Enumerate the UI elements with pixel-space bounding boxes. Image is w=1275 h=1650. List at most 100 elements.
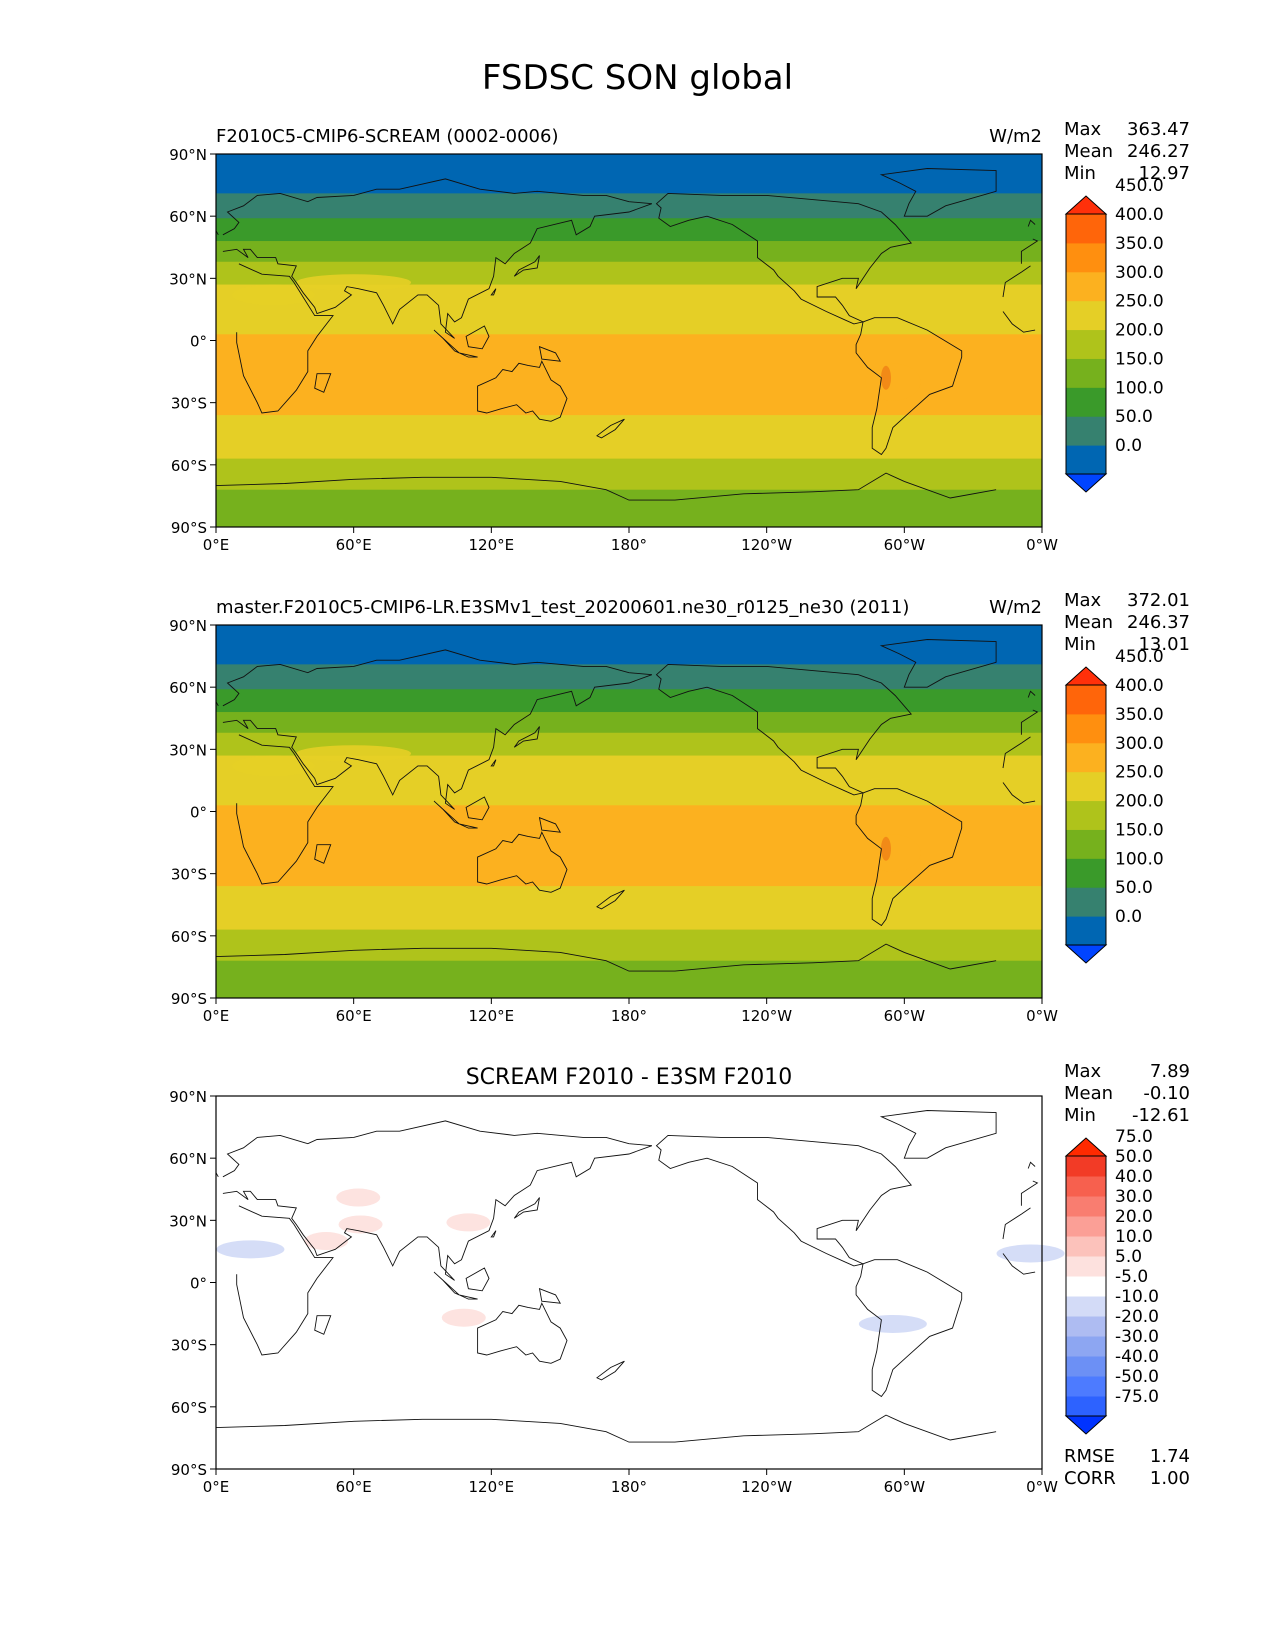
island-coastline — [490, 288, 497, 296]
coastline — [1002, 311, 1036, 333]
colorbar-tick-label: 250.0 — [1115, 292, 1164, 312]
lon-tick-label: 120°W — [741, 536, 792, 554]
map-panel-2: 90°N 60°N 30°N 0° 30°S 60°S 90°S0°E 60°E 120°E 18… — [169, 590, 1190, 1025]
colorbar-extend-low — [1064, 473, 1108, 493]
colorbar-tick-label: 300.0 — [1115, 263, 1164, 283]
colorbar-segment — [1066, 445, 1106, 475]
colorbar-segment — [1066, 916, 1106, 946]
lon-tick-label: 60°W — [884, 1007, 926, 1025]
island-coastline — [433, 329, 460, 354]
zonal-band — [216, 489, 1042, 528]
colorbar-extend-high — [1064, 195, 1108, 215]
stat-label: Max — [1064, 119, 1102, 140]
zonal-band — [216, 218, 1042, 242]
lat-tick-label: 30°N — [169, 1212, 207, 1230]
coastline — [1020, 1180, 1039, 1206]
island-coastline — [490, 1230, 497, 1238]
colorbar-segment — [1066, 1276, 1106, 1297]
zonal-band — [216, 886, 1042, 931]
island-coastline — [465, 796, 490, 821]
island-coastline — [314, 1315, 332, 1335]
lon-tick-label: 180° — [611, 1007, 647, 1025]
anomaly-patch — [858, 1314, 927, 1333]
map-panel-1: 90°N 60°N 30°N 0° 30°S 60°S 90°S0°E 60°E 120°E 18… — [169, 119, 1190, 554]
colorbar-tick-label: 0.0 — [1115, 907, 1142, 927]
coastline — [1002, 1253, 1036, 1275]
stat-value: 13.01 — [1138, 634, 1190, 655]
lon-tick-label: 120°E — [469, 1007, 515, 1025]
colorbar-tick-label: -10.0 — [1115, 1287, 1159, 1307]
colorbar-tick-label: 50.0 — [1115, 878, 1153, 898]
zonal-band — [216, 689, 1042, 713]
zonal-band — [216, 664, 1042, 690]
colorbar-tick-label: 400.0 — [1115, 676, 1164, 696]
lon-tick-label: 0°W — [1026, 536, 1058, 554]
coastline — [879, 1110, 997, 1159]
panel-units: W/m2 — [989, 597, 1042, 618]
coastline — [879, 639, 997, 688]
panel-title: master.F2010C5-CMIP6-LR.E3SMv1_test_2020… — [216, 597, 909, 618]
lat-tick-label: 0° — [190, 333, 207, 351]
lon-tick-label: 0°W — [1026, 1007, 1058, 1025]
anomaly-patch — [441, 1308, 486, 1327]
island-coastline — [433, 1271, 460, 1296]
panel-title: SCREAM F2010 - E3SM F2010 — [466, 1065, 793, 1090]
colorbar-tick-label: -40.0 — [1115, 1347, 1159, 1367]
lat-tick-label: 60°S — [171, 1399, 207, 1417]
colorbar-tick-label: 450.0 — [1115, 176, 1164, 196]
field-patch — [232, 755, 315, 777]
zonal-band — [216, 712, 1042, 734]
colorbar-extend-low — [1064, 1415, 1108, 1435]
colorbar-segment — [1066, 713, 1106, 744]
lon-tick-label: 60°E — [336, 1007, 372, 1025]
island-coastline — [513, 1197, 540, 1219]
colorbar-segment — [1066, 358, 1106, 388]
colorbar-segment — [1066, 1256, 1106, 1277]
colorbar-segment — [1066, 800, 1106, 830]
lat-tick-label: 60°N — [169, 679, 207, 697]
coastline — [1002, 265, 1031, 298]
rmse-label: RMSE — [1064, 1446, 1115, 1467]
stat-label: Mean — [1064, 141, 1113, 162]
colorbar-segment — [1066, 1396, 1106, 1417]
coastline — [1020, 709, 1039, 735]
colorbar-segment — [1066, 1316, 1106, 1337]
colorbar-tick-label: 150.0 — [1115, 349, 1164, 369]
colorbar-extend-high — [1064, 1137, 1108, 1157]
colorbar-segment — [1066, 1236, 1106, 1257]
anomaly-patch — [216, 1240, 285, 1259]
zonal-band — [216, 625, 1042, 665]
coastline — [222, 1120, 653, 1281]
island-coastline — [433, 800, 460, 825]
coastline — [855, 317, 963, 456]
lat-tick-label: 30°N — [169, 741, 207, 759]
colorbar-segment — [1066, 1336, 1106, 1357]
island-coastline — [314, 373, 332, 393]
colorbar-segment — [1066, 742, 1106, 773]
island-coastline — [513, 255, 540, 277]
colorbar-tick-label: 350.0 — [1115, 234, 1164, 254]
lon-tick-label: 60°E — [336, 536, 372, 554]
colorbar-segment — [1066, 858, 1106, 888]
island-coastline — [465, 325, 490, 350]
zonal-band — [216, 458, 1042, 491]
lat-tick-label: 60°S — [171, 457, 207, 475]
lon-tick-label: 120°W — [741, 1007, 792, 1025]
colorbar-tick-label: 40.0 — [1115, 1167, 1153, 1187]
coastline — [879, 168, 997, 217]
stat-label: Min — [1064, 634, 1096, 655]
coastline — [477, 360, 568, 422]
colorbar-segment — [1066, 1296, 1106, 1317]
colorbar-tick-label: 75.0 — [1115, 1127, 1153, 1147]
coastline — [1002, 782, 1036, 804]
colorbar-tick-label: 50.0 — [1115, 407, 1153, 427]
lat-tick-label: 90°S — [171, 519, 207, 537]
lon-tick-label: 0°E — [203, 1478, 230, 1496]
colorbar-tick-label: 300.0 — [1115, 734, 1164, 754]
lat-tick-label: 90°S — [171, 990, 207, 1008]
lon-tick-label: 60°W — [884, 536, 926, 554]
lat-tick-label: 60°N — [169, 208, 207, 226]
colorbar-tick-label: 450.0 — [1115, 647, 1164, 667]
field-patch — [880, 836, 891, 861]
